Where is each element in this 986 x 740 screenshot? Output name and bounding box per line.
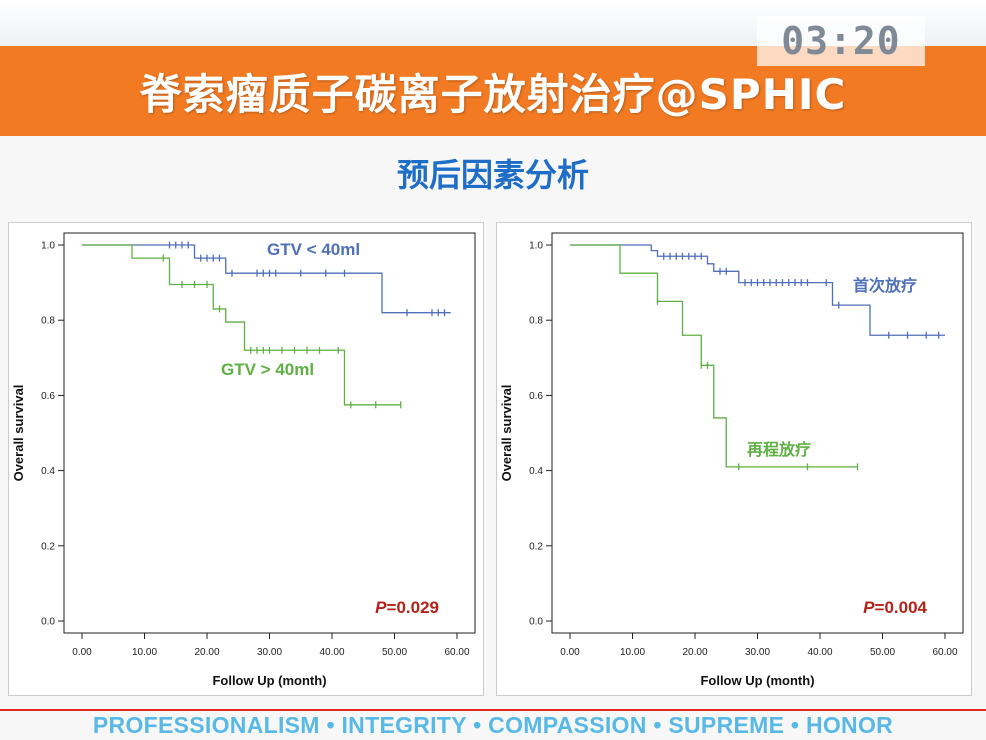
chart-panel-radiotherapy: 0.0 0.2 0.4 0.6 0.8 1.0 0.00 10.00 20.00 30.00 40.… [496,222,972,696]
footer-divider [0,709,986,711]
footer-motto: PROFESSIONALISM • INTEGRITY • COMPASSION… [92,712,894,738]
x-tick-label: 30.00 [745,647,770,658]
plot-frame [63,232,476,634]
x-tick-label: 20.00 [682,647,707,658]
slide-subtitle: 预后因素分析 [396,156,589,194]
x-tick-label: 0.00 [560,647,580,658]
y-tick-label: 0.0 [529,617,543,628]
series-label: GTV < 40ml [267,240,360,259]
p-value: P=0.029 [375,598,439,617]
x-tick-label: 20.00 [194,647,219,658]
x-axis-label: Follow Up (month) [212,673,326,688]
y-axis-label: Overall survival [499,385,514,482]
slide-title: 脊索瘤质子碳离子放射治疗@SPHIC [139,69,847,119]
y-axis-label: Overall survival [11,385,26,482]
survival-curve [82,244,451,314]
series-label: 再程放疗 [747,440,811,459]
timer-display: 03:20 [757,16,925,66]
y-tick-label: 1.0 [41,241,55,252]
y-tick-label: 0.6 [41,391,55,402]
x-tick-label: 30.00 [257,647,282,658]
p-value-symbol: P [375,598,387,617]
p-value: P=0.004 [863,598,927,617]
p-value-number: =0.029 [387,598,439,617]
x-tick-label: 0.00 [72,647,92,658]
y-tick-label: 0.4 [41,466,55,477]
x-axis-label: Follow Up (month) [700,673,814,688]
y-tick-label: 0.2 [529,541,543,552]
y-tick-label: 0.8 [41,316,55,327]
survival-curve [82,244,401,406]
y-tick-label: 0.4 [529,466,543,477]
y-tick-label: 0.0 [41,617,55,628]
km-chart-radiotherapy: 0.0 0.2 0.4 0.6 0.8 1.0 0.00 10.00 20.00 30.00 40.… [499,232,964,688]
x-tick-label: 10.00 [620,647,645,658]
x-tick-label: 60.00 [444,647,469,658]
chart-panel-gtv: 0.0 0.2 0.4 0.6 0.8 1.0 0.00 10.00 20.00 30.00 40.… [8,222,484,696]
x-tick-label: 10.00 [132,647,157,658]
y-tick-label: 0.8 [529,316,543,327]
x-tick-label: 50.00 [870,647,895,658]
survival-curve [570,244,945,336]
x-tick-label: 60.00 [932,647,957,658]
x-tick-label: 40.00 [807,647,832,658]
x-tick-label: 50.00 [382,647,407,658]
p-value-symbol: P [863,598,875,617]
survival-curve [570,244,858,468]
p-value-number: =0.004 [875,598,928,617]
y-tick-label: 0.2 [41,541,55,552]
series-label: 首次放疗 [853,276,917,295]
km-chart-gtv: 0.0 0.2 0.4 0.6 0.8 1.0 0.00 10.00 20.00 30.00 40.… [11,232,476,688]
series-label: GTV > 40ml [221,360,314,379]
x-tick-label: 40.00 [319,647,344,658]
y-tick-label: 0.6 [529,391,543,402]
y-tick-label: 1.0 [529,241,543,252]
